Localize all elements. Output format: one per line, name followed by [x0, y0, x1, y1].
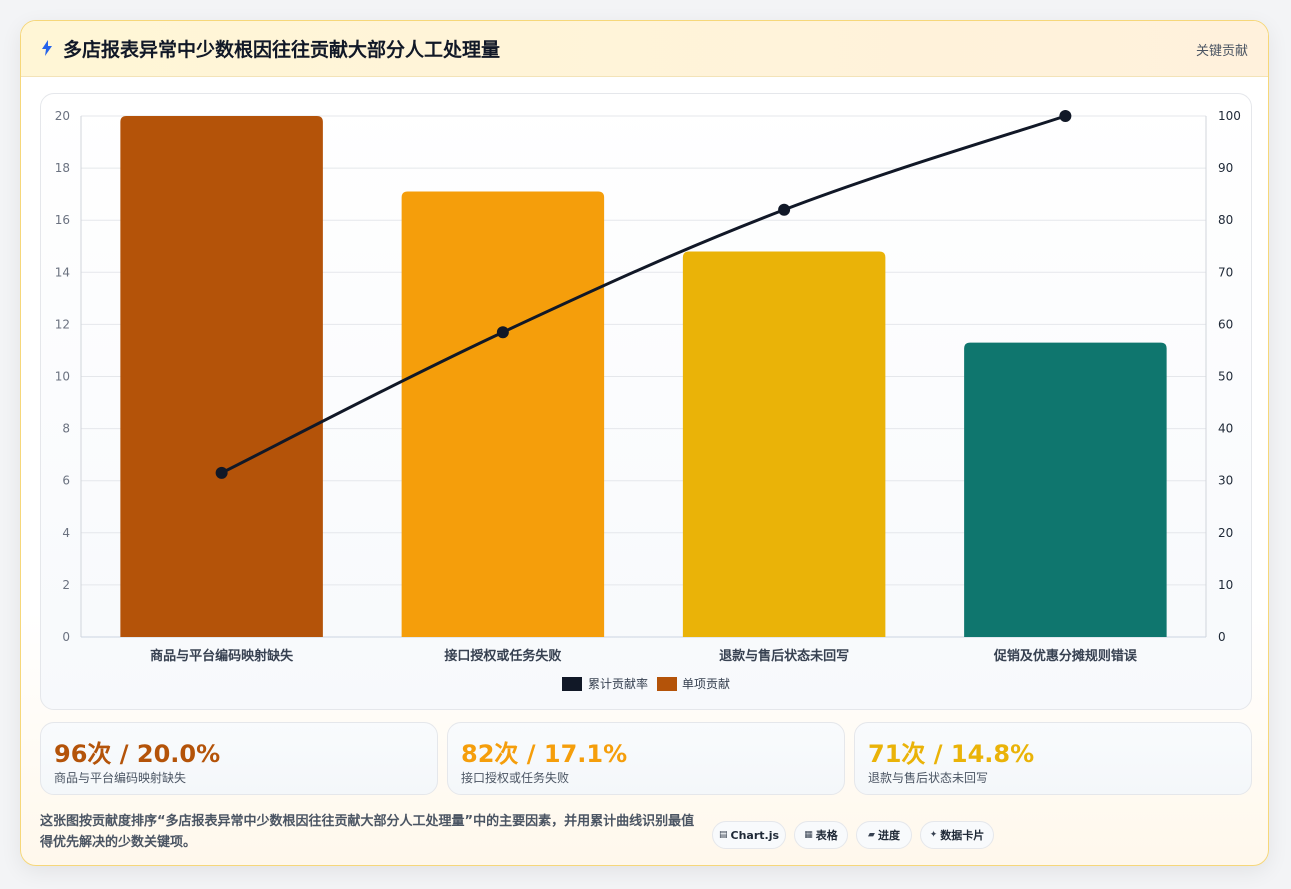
- y-right-tick-label: 50: [1218, 370, 1233, 384]
- x-category-label: 接口授权或任务失败: [444, 648, 561, 664]
- bar-4: [964, 342, 1167, 637]
- pareto-chart: 0 2 4 6 8 10 12 14 16 18 20 0 10 20 30 40 50 60 70 80 90 100 商…: [55, 109, 1241, 691]
- y-right-tick-label: 60: [1218, 317, 1233, 331]
- cumulative-point: [496, 326, 509, 339]
- chip-data-card[interactable]: ✦ 数据卡片: [920, 821, 994, 849]
- card-header: 多店报表异常中少数根因往往贡献大部分人工处理量 关键贡献: [21, 21, 1268, 77]
- y-left-tick-label: 6: [62, 474, 70, 488]
- legend-label: 累计贡献率: [588, 676, 648, 691]
- chip-label: 表格: [815, 829, 838, 842]
- table-icon: ▦: [804, 830, 813, 840]
- chip-label: 进度: [877, 829, 900, 842]
- legend-swatch-single: [657, 677, 677, 691]
- y-right-tick-label: 20: [1218, 526, 1233, 540]
- x-category-label: 退款与售后状态未回写: [719, 648, 849, 664]
- y-left-tick-label: 2: [62, 578, 70, 592]
- y-left-tick-label: 10: [55, 370, 70, 384]
- y-right-tick-label: 30: [1218, 474, 1233, 488]
- y-right-tick-label: 90: [1218, 161, 1233, 175]
- x-category-label: 促销及优惠分摊规则错误: [993, 648, 1138, 664]
- sparkle-icon: ✦: [929, 830, 938, 840]
- cumulative-point: [215, 466, 228, 479]
- stat-value: 82次 / 17.1%: [461, 740, 628, 768]
- lightning-icon: [42, 40, 52, 56]
- stat-card-1: 96次 / 20.0% 商品与平台编码映射缺失: [40, 722, 438, 795]
- stat-value: 71次 / 14.8%: [868, 740, 1035, 768]
- y-right-tick-label: 80: [1218, 213, 1233, 227]
- y-left-tick-label: 18: [55, 161, 70, 175]
- stat-card-2: 82次 / 17.1% 接口授权或任务失败: [447, 722, 845, 795]
- chart-description: 这张图按贡献度排序“多店报表异常中少数根因往往贡献大部分人工处理量”中的主要因素…: [40, 814, 695, 850]
- bar-1: [120, 116, 323, 637]
- stat-card-3: 71次 / 14.8% 退款与售后状态未回写: [854, 722, 1252, 795]
- progress-icon: ▰: [868, 830, 875, 840]
- stat-label: 商品与平台编码映射缺失: [54, 771, 187, 785]
- stat-label: 退款与售后状态未回写: [868, 771, 989, 785]
- chart-title: 多店报表异常中少数根因往往贡献大部分人工处理量: [63, 39, 501, 61]
- header-tag: 关键贡献: [1195, 44, 1248, 59]
- chip-label: Chart.js: [730, 828, 780, 842]
- bar-2: [401, 191, 605, 638]
- y-right-tick-label: 100: [1218, 109, 1241, 123]
- y-left-tick-label: 4: [62, 526, 70, 540]
- y-right-tick-label: 70: [1218, 265, 1233, 279]
- y-left-tick-label: 20: [55, 109, 70, 123]
- legend-swatch-cumulative: [562, 677, 582, 691]
- chip-label: 数据卡片: [940, 829, 985, 842]
- cumulative-point: [1059, 110, 1072, 122]
- legend-label: 单项贡献: [682, 676, 730, 691]
- y-right-tick-label: 10: [1218, 578, 1233, 592]
- chip-chartjs[interactable]: ▤ Chart.js: [712, 821, 786, 849]
- stat-label: 接口授权或任务失败: [461, 771, 570, 785]
- y-right-tick-label: 0: [1218, 630, 1226, 644]
- chart-panel: 0 2 4 6 8 10 12 14 16 18 20 0 10 20 30 40 50 60 70 80 90 100 商…: [40, 93, 1252, 710]
- stat-value: 96次 / 20.0%: [54, 740, 221, 768]
- y-left-tick-label: 16: [55, 213, 70, 227]
- y-left-tick-label: 8: [62, 422, 70, 436]
- chart-card: 多店报表异常中少数根因往往贡献大部分人工处理量 关键贡献 0 2 4 6 8 10 12 14…: [20, 20, 1269, 866]
- y-right-tick-label: 40: [1218, 422, 1233, 436]
- y-left-tick-label: 12: [55, 317, 70, 331]
- cumulative-point: [778, 203, 791, 216]
- chip-table[interactable]: ▦ 表格: [794, 821, 848, 849]
- y-left-tick-label: 14: [55, 265, 70, 279]
- chart-icon: ▤: [718, 830, 728, 840]
- bar-3: [682, 251, 886, 637]
- x-category-label: 商品与平台编码映射缺失: [150, 648, 294, 664]
- y-left-tick-label: 0: [62, 630, 70, 644]
- chip-progress[interactable]: ▰ 进度: [856, 821, 912, 849]
- cumulative-line: [220, 114, 1066, 475]
